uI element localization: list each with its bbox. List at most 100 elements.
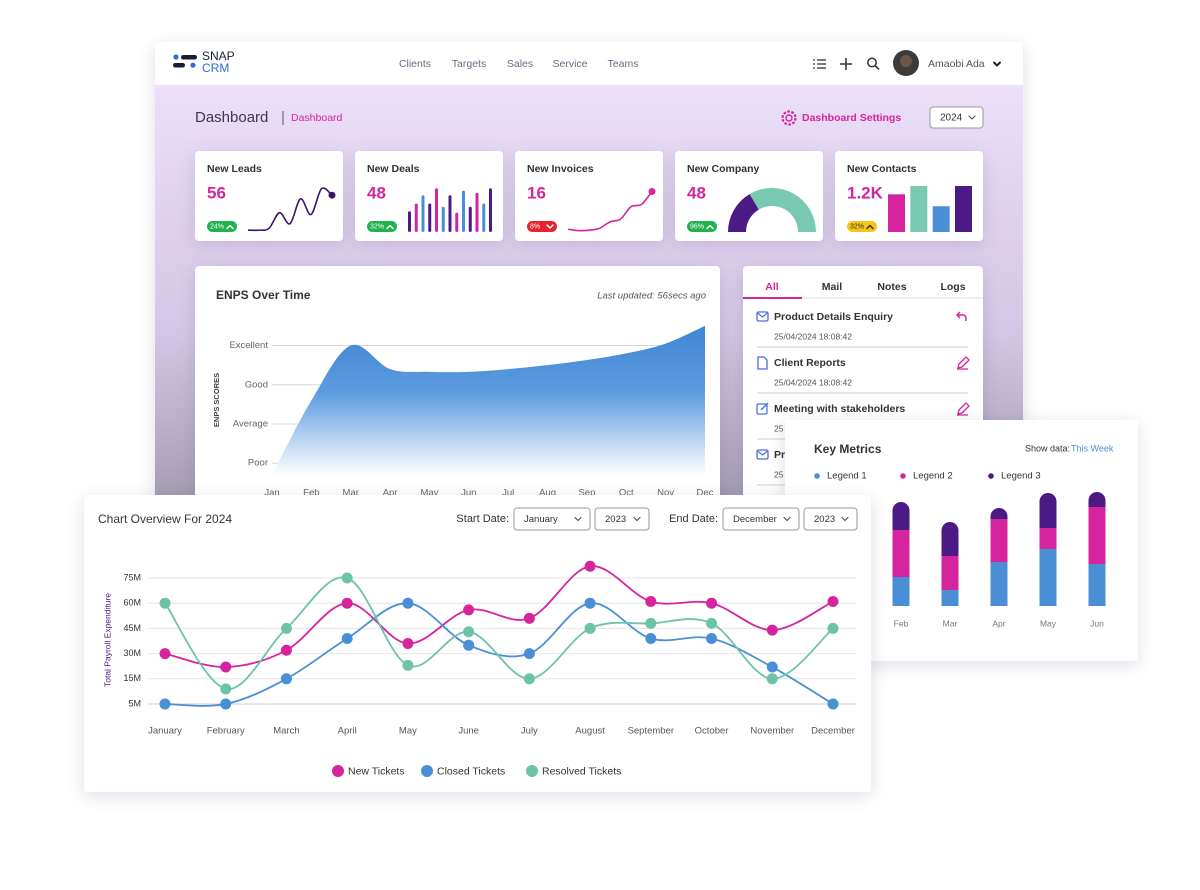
data-point [402, 638, 414, 650]
search-icon[interactable] [867, 57, 877, 68]
select-text[interactable]: 2023 [605, 514, 626, 525]
filter-label: End Date: [669, 513, 718, 525]
bar-segment [941, 522, 959, 556]
legend-dot[interactable] [421, 765, 433, 777]
chevron-icon [783, 516, 791, 522]
y-axis-label: Total Payroll Expenditure [102, 593, 112, 687]
chart-title: ENPS Over Time [216, 288, 311, 302]
select[interactable] [594, 507, 650, 531]
data-point [159, 597, 171, 609]
year-select-text[interactable]: 2024 [940, 113, 963, 124]
breadcrumb: Dashboard [291, 112, 343, 124]
legend-dot [988, 473, 994, 479]
filter-value[interactable]: This Week [1071, 443, 1114, 453]
data-point [280, 644, 292, 656]
reply-icon[interactable] [955, 311, 967, 321]
activity-title[interactable]: Client Reports [774, 357, 846, 369]
activity-title[interactable]: Meeting with stakeholders [774, 403, 905, 415]
select[interactable] [803, 507, 858, 531]
activity-date: 25/04/2024 18:08:42 [774, 377, 852, 387]
legend-dot[interactable] [332, 765, 344, 777]
bar-segment [1039, 528, 1057, 549]
chevron-icon [993, 61, 1001, 67]
logo-mark [173, 63, 185, 68]
y-tick-label: Average [233, 419, 268, 430]
data-point [341, 572, 353, 584]
list-icon[interactable] [813, 67, 815, 69]
nav-link[interactable]: Targets [452, 58, 486, 70]
select-text[interactable]: January [524, 514, 558, 525]
kpi-badge [207, 221, 237, 232]
kpi-value: 1.2K [847, 183, 884, 202]
tab[interactable]: Mail [822, 281, 843, 293]
search-icon[interactable] [874, 64, 880, 71]
legend-label[interactable]: New Tickets [348, 765, 405, 777]
chart-title: Key Metrics [814, 442, 882, 456]
select-text[interactable]: 2023 [814, 514, 835, 525]
data-point [402, 659, 414, 671]
chevron-icon [633, 516, 641, 522]
select[interactable] [722, 507, 800, 531]
x-tick-label: Mar [943, 618, 958, 628]
legend-label[interactable]: Closed Tickets [437, 765, 505, 777]
filter-label: Start Date: [456, 513, 509, 525]
list-icon[interactable] [813, 59, 815, 61]
user-name[interactable]: Amaobi Ada [928, 58, 985, 70]
x-tick-label: July [521, 726, 538, 737]
settings-icon[interactable] [781, 110, 797, 126]
tab[interactable]: Logs [940, 281, 965, 293]
chevron-icon [386, 224, 394, 230]
nav-link[interactable]: Teams [608, 58, 639, 70]
data-point [220, 661, 232, 673]
data-point [463, 639, 475, 651]
legend-label: Legend 3 [1001, 471, 1041, 482]
tab[interactable]: Notes [877, 281, 906, 293]
activity-title[interactable]: Pr [774, 449, 785, 461]
select[interactable] [513, 507, 591, 531]
x-tick-label: May [399, 726, 417, 737]
activity-title[interactable]: Product Details Enquiry [774, 311, 893, 323]
data-point [645, 632, 657, 644]
list-icon[interactable] [813, 63, 815, 65]
kpi-badge [847, 221, 877, 232]
sparkbar [435, 188, 438, 232]
tab[interactable]: All [765, 281, 779, 293]
sparkbar [475, 192, 479, 232]
logo-text: CRM [202, 61, 229, 75]
x-tick-label: Feb [303, 488, 319, 499]
bar-segment [1088, 507, 1106, 564]
nav-link[interactable]: Service [552, 58, 587, 70]
sparkbar [414, 203, 418, 232]
pencil-icon[interactable] [957, 402, 970, 416]
nav-link[interactable]: Sales [507, 58, 533, 70]
x-tick-label: Aug [539, 488, 556, 499]
legend-dot[interactable] [526, 765, 538, 777]
bar-segment [892, 530, 910, 577]
x-tick-label: October [695, 726, 729, 737]
x-tick-label: Jan [264, 488, 279, 499]
sparkbar [932, 206, 950, 232]
settings-link[interactable]: Dashboard Settings [802, 112, 901, 124]
add-icon[interactable] [840, 58, 852, 70]
kpi-value: 48 [367, 183, 386, 202]
select-text[interactable]: December [733, 514, 777, 525]
logo-text: SNAP [202, 49, 235, 63]
doc-icon [757, 356, 768, 370]
settings-icon[interactable] [785, 114, 793, 122]
x-tick-label: Apr [992, 618, 1005, 628]
mail-icon [756, 449, 769, 460]
pencil-icon[interactable] [957, 356, 970, 370]
activity-date: 25/04/2024 18:08:42 [774, 331, 852, 341]
enps-area [272, 325, 705, 475]
year-select[interactable] [929, 106, 984, 129]
bar-segment [1039, 493, 1057, 528]
legend-label[interactable]: Resolved Tickets [542, 765, 621, 777]
kpi-change: 32% [370, 224, 384, 231]
nav-link[interactable]: Clients [399, 58, 431, 70]
sparkbar [428, 203, 432, 232]
x-tick-label: Oct [619, 488, 634, 499]
kpi-title: New Company [687, 163, 760, 175]
sparkbar [408, 211, 411, 232]
sparkbar [441, 206, 445, 232]
